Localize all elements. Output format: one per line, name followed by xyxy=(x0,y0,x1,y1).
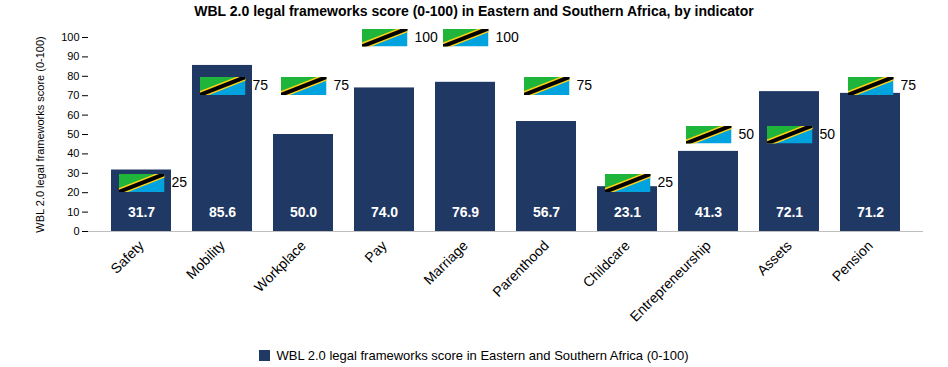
svg-text:75: 75 xyxy=(334,77,350,93)
svg-text:76.9: 76.9 xyxy=(452,204,479,220)
svg-text:50: 50 xyxy=(820,126,836,142)
svg-text:31.7: 31.7 xyxy=(128,204,155,220)
svg-text:50.0: 50.0 xyxy=(290,204,317,220)
svg-text:75: 75 xyxy=(901,77,917,93)
svg-text:25: 25 xyxy=(172,174,188,190)
svg-text:75: 75 xyxy=(253,77,269,93)
svg-text:60: 60 xyxy=(67,109,79,121)
svg-text:10: 10 xyxy=(67,206,79,218)
html-text:WBL 2.0 legal frameworks score: WBL 2.0 legal frameworks score in Easter… xyxy=(276,348,689,363)
svg-text:Marriage: Marriage xyxy=(420,237,471,288)
svg-text:50: 50 xyxy=(739,126,755,142)
svg-text:WBL 2.0 legal frameworks score: WBL 2.0 legal frameworks score (0-100) xyxy=(34,36,46,232)
svg-text:Assets: Assets xyxy=(754,237,795,278)
svg-text:20: 20 xyxy=(67,186,79,198)
svg-text:23.1: 23.1 xyxy=(614,204,641,220)
svg-text:100: 100 xyxy=(61,31,79,43)
svg-text:Pension: Pension xyxy=(829,237,876,284)
svg-text:71.2: 71.2 xyxy=(857,204,884,220)
svg-text:90: 90 xyxy=(67,50,79,62)
html-text:WBL 2.0 legal frameworks score: WBL 2.0 legal frameworks score (0-100) i… xyxy=(194,3,754,19)
svg-text:25: 25 xyxy=(658,174,674,190)
svg-text:74.0: 74.0 xyxy=(371,204,398,220)
svg-text:80: 80 xyxy=(67,70,79,82)
svg-text:Mobility: Mobility xyxy=(183,237,228,282)
svg-text:Workplace: Workplace xyxy=(251,237,309,295)
svg-text:72.1: 72.1 xyxy=(776,204,803,220)
svg-text:75: 75 xyxy=(577,77,593,93)
svg-text:Parenthood: Parenthood xyxy=(489,237,552,300)
svg-text:30: 30 xyxy=(67,167,79,179)
svg-text:70: 70 xyxy=(67,89,79,101)
svg-text:Safety: Safety xyxy=(107,237,146,276)
svg-text:56.7: 56.7 xyxy=(533,204,560,220)
svg-text:Pay: Pay xyxy=(361,237,389,265)
svg-text:100: 100 xyxy=(415,29,439,45)
svg-text:Childcare: Childcare xyxy=(580,237,633,290)
svg-text:0: 0 xyxy=(73,225,79,237)
svg-text:85.6: 85.6 xyxy=(209,204,236,220)
svg-text:40: 40 xyxy=(67,147,79,159)
svg-text:100: 100 xyxy=(496,29,520,45)
svg-text:41.3: 41.3 xyxy=(695,204,722,220)
svg-text:50: 50 xyxy=(67,128,79,140)
svg-text:Entrepreneurship: Entrepreneurship xyxy=(627,237,714,324)
